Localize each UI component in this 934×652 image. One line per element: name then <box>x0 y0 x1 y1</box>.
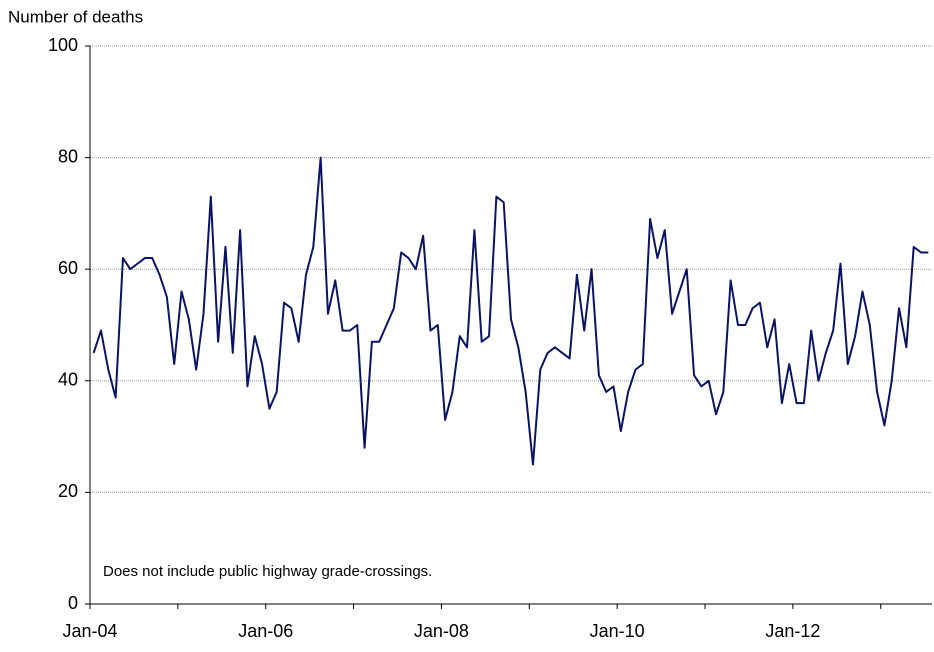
x-tick-label: Jan-06 <box>238 621 293 641</box>
x-tick-label: Jan-10 <box>590 621 645 641</box>
annotation: Does not include public highway grade-cr… <box>103 563 432 580</box>
y-axis-label: Number of deaths <box>8 7 143 26</box>
x-tick-label: Jan-08 <box>414 621 469 641</box>
y-tick-label: 60 <box>58 258 78 278</box>
x-tick-label: Jan-04 <box>62 621 117 641</box>
y-tick-label: 0 <box>68 593 78 613</box>
y-tick-label: 20 <box>58 481 78 501</box>
y-tick-label: 100 <box>48 35 78 55</box>
x-tick-label: Jan-12 <box>765 621 820 641</box>
y-tick-label: 40 <box>58 370 78 390</box>
data-line <box>92 156 929 466</box>
y-tick-label: 80 <box>58 146 78 166</box>
